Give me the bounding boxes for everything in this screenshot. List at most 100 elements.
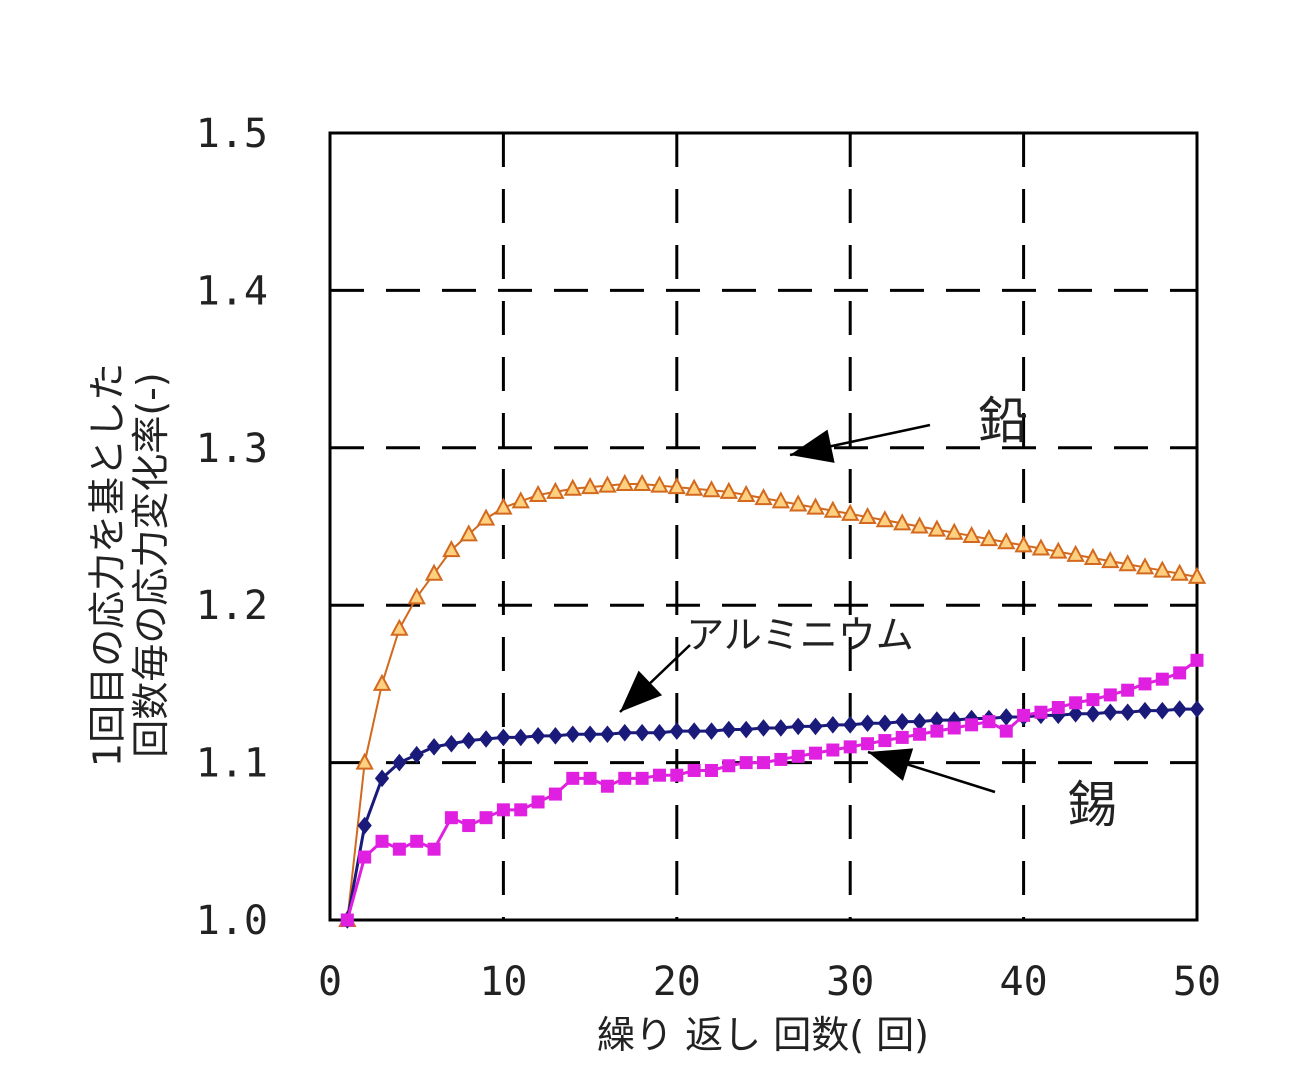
data-point (375, 834, 389, 848)
data-point (1118, 554, 1137, 572)
y-tick-label: 1.3 (196, 426, 268, 472)
data-point (757, 756, 770, 770)
grid (330, 133, 1197, 920)
data-point (774, 752, 788, 766)
data-point (565, 725, 580, 744)
data-point (1086, 693, 1100, 707)
data-point (426, 738, 442, 756)
annotation-arrow-head (868, 748, 914, 781)
data-point (511, 491, 530, 509)
data-point (1153, 560, 1172, 578)
data-point (459, 524, 478, 542)
data-point (791, 749, 805, 763)
data-point (704, 763, 718, 777)
data-point (617, 723, 632, 742)
data-point (843, 740, 857, 754)
data-point (1189, 700, 1205, 718)
data-point (618, 771, 632, 785)
data-point (444, 811, 458, 825)
data-point (496, 803, 510, 817)
y-tick-label: 1.1 (196, 741, 268, 787)
data-point (494, 497, 513, 515)
data-point (927, 519, 947, 537)
data-point (357, 816, 372, 835)
tick-labels: 0 10 20 30 40 50 1.0 1.1 1.2 1.3 1.4 1.5 (196, 111, 1221, 1005)
data-point (355, 752, 374, 770)
data-point (979, 528, 999, 547)
annotation-label: 錫 (1067, 776, 1117, 834)
data-point (635, 771, 649, 785)
data-point (650, 475, 669, 493)
data-point (893, 513, 912, 531)
data-point (546, 481, 565, 499)
data-point (860, 714, 875, 733)
x-tick-label: 40 (1000, 959, 1048, 1005)
data-point (462, 819, 476, 833)
data-point (1121, 683, 1135, 697)
y-tick-label: 1.0 (196, 898, 268, 944)
data-point (615, 473, 634, 492)
data-point (598, 475, 617, 493)
data-point (756, 719, 771, 737)
data-point (999, 708, 1014, 726)
data-point (1172, 700, 1187, 718)
data-point (825, 716, 841, 734)
data-point (722, 759, 736, 773)
data-point (1173, 666, 1187, 680)
data-point (1135, 557, 1155, 575)
data-point (789, 494, 808, 512)
data-point (997, 532, 1016, 550)
data-point (1014, 535, 1033, 553)
data-point (912, 712, 927, 731)
x-tick-label: 30 (826, 959, 874, 1005)
data-point (1155, 672, 1169, 686)
y-tick-label: 1.4 (196, 268, 268, 314)
data-point (548, 727, 563, 745)
data-point (563, 478, 582, 496)
data-point (809, 746, 823, 760)
data-point (372, 673, 392, 691)
data-point (982, 715, 996, 729)
data-point (1187, 566, 1207, 584)
data-point (632, 473, 652, 492)
data-point (1138, 677, 1152, 691)
data-point (1069, 696, 1083, 710)
data-point (600, 779, 614, 793)
data-point (773, 719, 788, 737)
y-tick-label: 1.5 (196, 111, 268, 157)
data-point (407, 587, 426, 605)
data-point (374, 769, 390, 788)
data-point (390, 618, 409, 636)
annotation-label: 鉛 (978, 392, 1028, 450)
data-point (513, 728, 528, 747)
data-point (739, 756, 753, 770)
annotation-label: アルミニウム (686, 613, 914, 657)
data-point (930, 724, 944, 738)
plot-frame (328, 131, 1199, 922)
data-point (531, 795, 545, 809)
data-point (1017, 708, 1031, 722)
data-point (409, 745, 424, 764)
data-point (514, 803, 528, 817)
data-point (340, 913, 354, 927)
data-point (719, 481, 738, 499)
x-tick-label: 20 (653, 959, 701, 1005)
data-point (392, 842, 406, 856)
data-point (1120, 703, 1135, 722)
data-point (392, 753, 407, 772)
data-point (476, 508, 496, 526)
data-point (530, 727, 546, 745)
annotation-arrow-head (790, 429, 835, 463)
data-point (424, 563, 444, 581)
data-point (496, 728, 511, 747)
data-point (945, 522, 964, 540)
data-point (1170, 563, 1189, 581)
x-tick-label: 50 (1173, 959, 1221, 1005)
data-point (1066, 544, 1085, 562)
data-point (1083, 547, 1103, 565)
data-point (461, 731, 476, 750)
data-point (1068, 705, 1083, 723)
data-point (652, 723, 667, 742)
